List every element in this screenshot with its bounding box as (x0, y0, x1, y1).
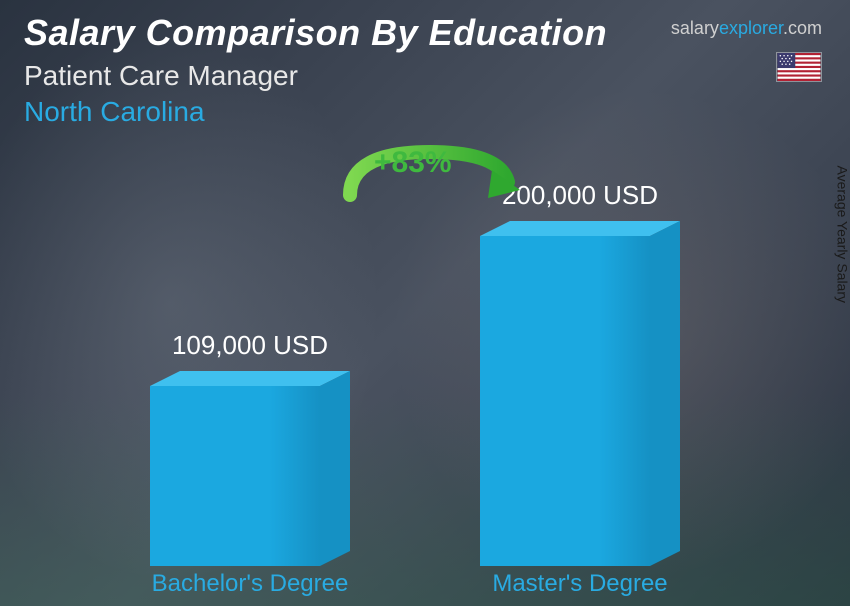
bar-masters: 200,000 USD (480, 180, 680, 566)
bar-front-face (150, 386, 320, 566)
brand-suffix: .com (783, 18, 822, 38)
bar-front-face (480, 236, 650, 566)
brand-label: salaryexplorer.com (671, 18, 822, 39)
bar-value: 109,000 USD (150, 330, 350, 361)
bar-label: Bachelor's Degree (115, 570, 385, 598)
us-flag-icon (776, 52, 822, 82)
bar-side-face (650, 221, 680, 566)
bar-side-face (320, 371, 350, 566)
chart-subtitle: Patient Care Manager (24, 60, 826, 92)
brand-accent: explorer (719, 18, 783, 38)
bar-3d (150, 371, 350, 566)
bar-label: Master's Degree (455, 570, 705, 598)
brand-prefix: salary (671, 18, 719, 38)
chart-area: +83% 109,000 USD 200,000 USD Bachelor's … (0, 140, 850, 606)
chart-location: North Carolina (24, 96, 826, 128)
percent-change-badge: +83% (374, 146, 452, 180)
bar-3d (480, 221, 680, 566)
bar-bachelors: 109,000 USD (150, 330, 350, 566)
